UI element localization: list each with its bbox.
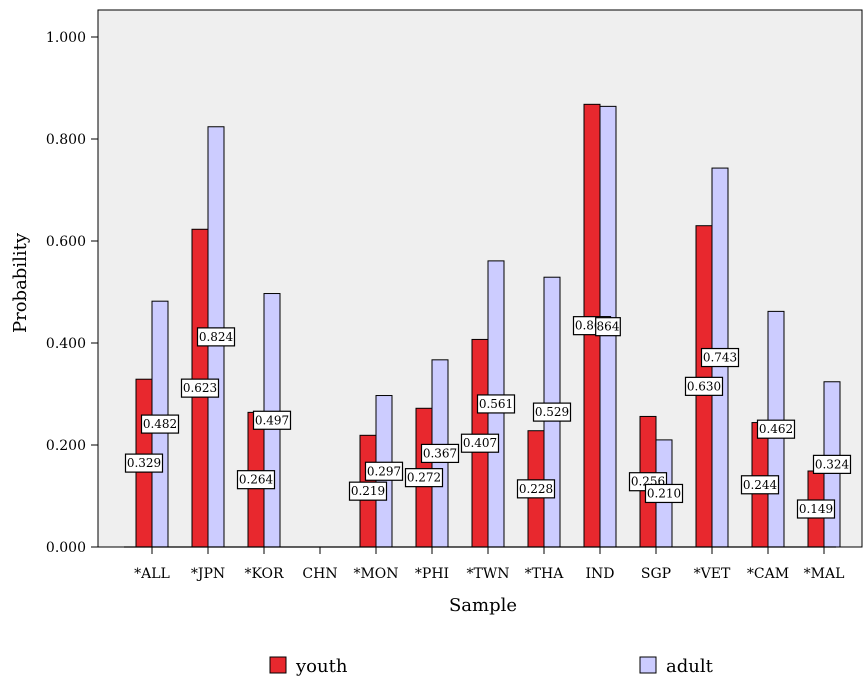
data-label: 0.529	[532, 402, 572, 422]
data-label: 0.497	[252, 410, 292, 430]
x-tick-label: *JPN	[191, 566, 225, 582]
data-label: 0.210	[644, 483, 684, 504]
data-label-text: 0.210	[647, 486, 681, 500]
legend-swatch	[639, 656, 657, 674]
y-axis-title: Probability	[10, 232, 31, 333]
x-tick-label: SGP	[641, 566, 671, 582]
data-label: 0.228	[516, 479, 556, 499]
data-label: 0.264	[236, 470, 276, 490]
data-label-text: 0.824	[199, 330, 234, 344]
data-label: 0.743	[700, 347, 740, 368]
x-tick-label: IND	[585, 566, 614, 582]
legend-label: youth	[295, 656, 348, 677]
x-tick-label: *THA	[525, 566, 565, 582]
x-tick-label: CHN	[302, 566, 337, 582]
data-label-text: 0.264	[239, 473, 274, 487]
data-label: 0.367	[420, 443, 460, 464]
data-label-text: 0.497	[255, 413, 289, 427]
data-label-text: 0.462	[759, 422, 793, 436]
data-label: 0.561	[476, 394, 516, 414]
data-label: 0.329	[124, 453, 164, 473]
data-label: 0.630	[684, 376, 724, 396]
data-label-text: 0.630	[687, 379, 721, 393]
data-label: 0.623	[180, 378, 220, 398]
data-label-text: 0.244	[743, 478, 778, 492]
legend: youth adult	[269, 656, 714, 677]
y-tick-label: 1.000	[46, 30, 86, 46]
data-label: 0.272	[404, 468, 444, 488]
data-label-text: 0.407	[463, 436, 497, 450]
y-tick-label: 0.800	[46, 132, 86, 148]
y-tick-label: 0.200	[46, 438, 86, 454]
data-label: 0.462	[756, 419, 796, 439]
data-label-text: 0.149	[799, 502, 833, 516]
data-label-text: 0.529	[535, 405, 569, 419]
data-label: 0.244	[740, 475, 780, 495]
data-label: 0.407	[460, 433, 500, 453]
y-tick-label: 0.600	[46, 234, 86, 250]
data-label: 0.482	[140, 414, 180, 434]
legend-label: adult	[666, 656, 714, 677]
data-label-text: 0.561	[479, 397, 513, 411]
data-label-text: 0.482	[143, 417, 177, 431]
x-tick-label: *KOR	[244, 566, 284, 582]
data-label-text: 0.228	[519, 482, 553, 496]
y-tick-label: 0.400	[46, 336, 86, 352]
data-label-text: 0.367	[423, 446, 457, 460]
data-label-text: 0.324	[815, 457, 850, 471]
data-label-text: 0.743	[703, 351, 737, 365]
data-label: 0.149	[796, 499, 836, 519]
y-tick-label: 0.000	[46, 540, 86, 556]
data-label: 0.824	[196, 327, 236, 347]
x-axis-title: Sample	[449, 595, 517, 616]
x-tick-label: *PHI	[415, 566, 449, 582]
data-label: 0.324	[812, 454, 852, 474]
x-tick-label: *VET	[694, 566, 731, 582]
data-label-text: 864	[597, 320, 620, 334]
x-tick-label: *TWN	[467, 566, 510, 582]
legend-item-adult: adult	[639, 656, 714, 677]
x-tick-label: *ALL	[134, 566, 170, 582]
x-tick-label: *CAM	[747, 566, 789, 582]
data-label: 0.219	[348, 481, 388, 501]
data-label-text: 0.219	[351, 484, 385, 498]
data-label-text: 0.297	[367, 464, 401, 478]
legend-item-youth: youth	[269, 656, 348, 677]
data-label: 864	[595, 317, 621, 337]
data-label: 0.297	[364, 461, 404, 481]
data-label-text: 0.272	[407, 471, 441, 485]
x-tick-label: *MAL	[804, 566, 845, 582]
x-tick-label: *MON	[353, 566, 398, 582]
data-label-text: 0.623	[183, 381, 217, 395]
legend-swatch	[269, 656, 287, 674]
data-label-text: 0.329	[127, 456, 161, 470]
